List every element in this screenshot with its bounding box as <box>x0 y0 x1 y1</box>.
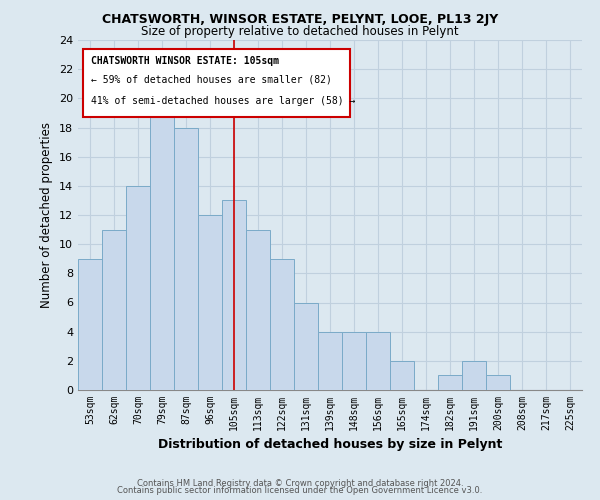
Bar <box>222 200 246 390</box>
Bar <box>78 259 102 390</box>
Bar <box>462 361 486 390</box>
Y-axis label: Number of detached properties: Number of detached properties <box>40 122 53 308</box>
Text: Contains HM Land Registry data © Crown copyright and database right 2024.: Contains HM Land Registry data © Crown c… <box>137 478 463 488</box>
Bar <box>246 230 270 390</box>
Text: CHATSWORTH, WINSOR ESTATE, PELYNT, LOOE, PL13 2JY: CHATSWORTH, WINSOR ESTATE, PELYNT, LOOE,… <box>102 12 498 26</box>
Bar <box>318 332 342 390</box>
Bar <box>174 128 198 390</box>
Text: Contains public sector information licensed under the Open Government Licence v3: Contains public sector information licen… <box>118 486 482 495</box>
Text: CHATSWORTH WINSOR ESTATE: 105sqm: CHATSWORTH WINSOR ESTATE: 105sqm <box>91 56 278 66</box>
X-axis label: Distribution of detached houses by size in Pelynt: Distribution of detached houses by size … <box>158 438 502 452</box>
FancyBboxPatch shape <box>83 48 350 117</box>
Bar <box>150 113 174 390</box>
Bar <box>342 332 366 390</box>
Text: Size of property relative to detached houses in Pelynt: Size of property relative to detached ho… <box>141 25 459 38</box>
Bar <box>198 215 222 390</box>
Bar <box>102 230 126 390</box>
Bar <box>390 361 414 390</box>
Bar <box>366 332 390 390</box>
Bar <box>486 376 510 390</box>
Bar <box>438 376 462 390</box>
Bar <box>270 259 294 390</box>
Bar <box>294 302 318 390</box>
Bar <box>126 186 150 390</box>
Text: 41% of semi-detached houses are larger (58) →: 41% of semi-detached houses are larger (… <box>91 96 355 106</box>
Text: ← 59% of detached houses are smaller (82): ← 59% of detached houses are smaller (82… <box>91 75 331 85</box>
